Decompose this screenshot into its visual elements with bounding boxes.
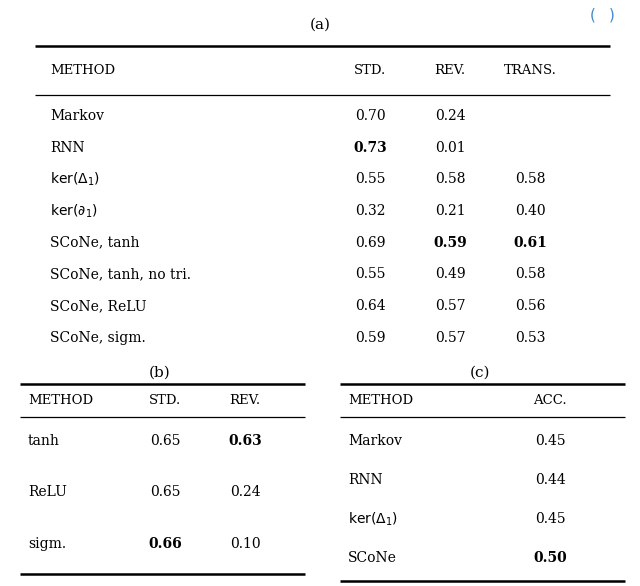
Text: METHOD: METHOD [348, 394, 413, 407]
Text: 0.45: 0.45 [534, 512, 565, 526]
Text: STD.: STD. [149, 394, 181, 407]
Text: $($: $($ [589, 6, 595, 24]
Text: 0.53: 0.53 [515, 331, 545, 345]
Text: 0.73: 0.73 [353, 141, 387, 155]
Text: 0.21: 0.21 [435, 204, 465, 218]
Text: REV.: REV. [229, 394, 260, 407]
Text: 0.45: 0.45 [534, 434, 565, 448]
Text: SCoNe, tanh: SCoNe, tanh [50, 236, 140, 250]
Text: 0.55: 0.55 [355, 267, 385, 281]
Text: Markov: Markov [50, 109, 104, 123]
Text: RNN: RNN [50, 141, 84, 155]
Text: STD.: STD. [354, 64, 386, 77]
Text: 0.56: 0.56 [515, 299, 545, 313]
Text: (c): (c) [470, 366, 490, 380]
Text: 0.65: 0.65 [150, 434, 180, 448]
Text: tanh: tanh [28, 434, 60, 448]
Text: 0.59: 0.59 [433, 236, 467, 250]
Text: 0.65: 0.65 [150, 485, 180, 499]
Text: METHOD: METHOD [28, 394, 93, 407]
Text: 0.40: 0.40 [515, 204, 545, 218]
Text: (a): (a) [310, 18, 330, 32]
Text: 0.10: 0.10 [230, 537, 260, 551]
Text: $\mathrm{ker}(\partial_1)$: $\mathrm{ker}(\partial_1)$ [50, 202, 98, 220]
Text: 0.63: 0.63 [228, 434, 262, 448]
Text: ReLU: ReLU [28, 485, 67, 499]
Text: 0.24: 0.24 [435, 109, 465, 123]
Text: 0.50: 0.50 [533, 551, 567, 565]
Text: $\mathrm{ker}(\Delta_1)$: $\mathrm{ker}(\Delta_1)$ [50, 171, 100, 188]
Text: $)$: $)$ [608, 6, 614, 24]
Text: SCoNe, tanh, no tri.: SCoNe, tanh, no tri. [50, 267, 191, 281]
Text: 0.58: 0.58 [515, 267, 545, 281]
Text: (b): (b) [149, 366, 171, 380]
Text: ACC.: ACC. [533, 394, 567, 407]
Text: RNN: RNN [348, 473, 383, 487]
Text: 0.64: 0.64 [355, 299, 385, 313]
Text: sigm.: sigm. [28, 537, 66, 551]
Text: TRANS.: TRANS. [504, 64, 556, 77]
Text: 0.66: 0.66 [148, 537, 182, 551]
Text: $\mathrm{ker}(\Delta_1)$: $\mathrm{ker}(\Delta_1)$ [348, 510, 398, 527]
Text: 0.32: 0.32 [355, 204, 385, 218]
Text: 0.55: 0.55 [355, 172, 385, 186]
Text: Markov: Markov [348, 434, 402, 448]
Text: 0.58: 0.58 [435, 172, 465, 186]
Text: SCoNe: SCoNe [348, 551, 397, 565]
Text: METHOD: METHOD [50, 64, 115, 77]
Text: 0.57: 0.57 [435, 331, 465, 345]
Text: SCoNe, sigm.: SCoNe, sigm. [50, 331, 146, 345]
Text: 0.57: 0.57 [435, 299, 465, 313]
Text: 0.44: 0.44 [534, 473, 565, 487]
Text: 0.70: 0.70 [355, 109, 385, 123]
Text: SCoNe, ReLU: SCoNe, ReLU [50, 299, 147, 313]
Text: 0.01: 0.01 [435, 141, 465, 155]
Text: 0.49: 0.49 [435, 267, 465, 281]
Text: 0.58: 0.58 [515, 172, 545, 186]
Text: 0.59: 0.59 [355, 331, 385, 345]
Text: REV.: REV. [435, 64, 465, 77]
Text: 0.61: 0.61 [513, 236, 547, 250]
Text: 0.24: 0.24 [230, 485, 260, 499]
Text: 0.69: 0.69 [355, 236, 385, 250]
